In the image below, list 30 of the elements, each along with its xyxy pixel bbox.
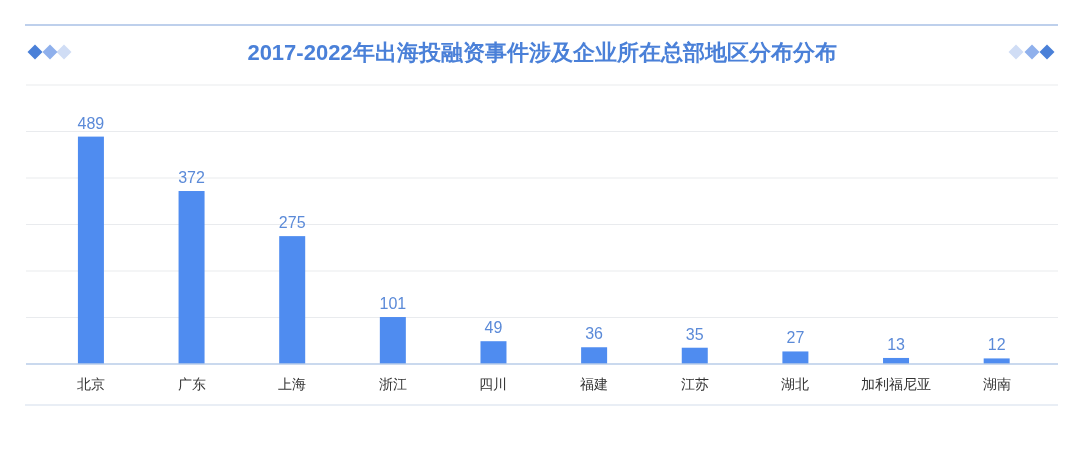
data-label: 13	[887, 335, 906, 353]
x-tick-label: 湖北	[781, 376, 810, 392]
bar	[379, 317, 406, 364]
data-label: 27	[786, 329, 805, 347]
x-tick-label: 广东	[177, 376, 206, 392]
bar	[581, 347, 608, 364]
x-tick-label: 北京	[76, 376, 105, 392]
x-tick-label: 上海	[278, 376, 307, 392]
x-tick-label: 江苏	[680, 376, 709, 392]
x-tick-label: 湖南	[982, 376, 1011, 392]
data-label: 101	[379, 295, 407, 313]
bar	[681, 347, 708, 364]
data-label: 36	[585, 325, 604, 343]
bar	[279, 236, 306, 364]
x-tick-label: 福建	[580, 376, 609, 392]
bar	[983, 358, 1010, 364]
x-tick-label: 浙江	[378, 376, 407, 392]
data-label: 49	[484, 319, 503, 337]
data-label: 275	[278, 214, 306, 232]
chart-title: 2017-2022年出海投融资事件涉及企业所在总部地区分布分布	[247, 40, 837, 65]
data-label: 35	[685, 325, 704, 343]
data-label: 489	[77, 114, 105, 132]
bar	[178, 191, 205, 364]
x-tick-label: 四川	[479, 376, 508, 392]
bar	[77, 136, 104, 364]
x-tick-label: 加利福尼亚	[861, 376, 932, 392]
data-label: 12	[987, 336, 1006, 354]
bar	[480, 341, 507, 364]
data-label: 372	[178, 169, 206, 187]
bar	[782, 351, 809, 364]
